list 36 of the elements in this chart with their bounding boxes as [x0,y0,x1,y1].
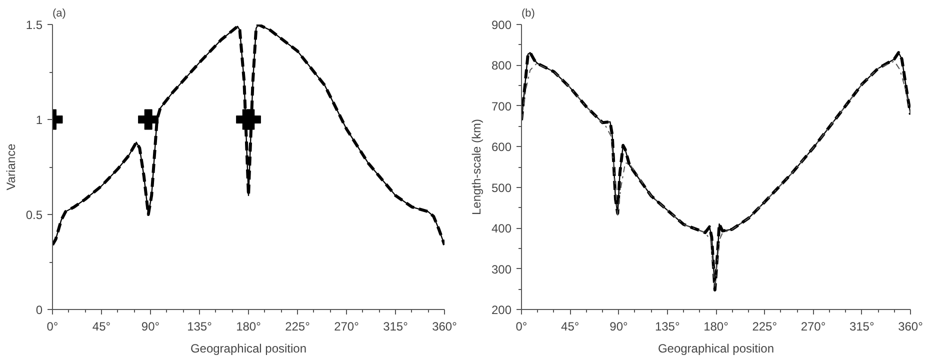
x-tick-label: 180° [236,320,262,334]
x-tick-label: 360° [432,320,458,334]
x-tick-label: 360° [898,320,924,334]
x-tick-label: 135° [187,320,212,334]
x-tick-label: 0° [46,320,58,334]
x-tick-label: 270° [800,320,826,334]
y-tick-label: 1.5 [26,18,43,32]
x-axis-title: Geographical position [658,342,774,356]
x-tick-label: 270° [334,320,360,334]
y-tick-label: 1 [36,113,43,127]
x-tick-label: 315° [383,320,408,334]
y-tick-label: 600 [491,140,512,154]
y-tick-label: 500 [491,180,512,195]
chart-title: (a) [52,8,66,20]
x-tick-label: 225° [752,320,778,334]
x-tick-label: 45° [561,320,580,334]
x-tick-label: 180° [704,320,729,334]
x-tick-label: 0° [516,320,528,334]
y-tick-label: 900 [491,18,512,32]
y-tick-label: 700 [491,99,512,114]
chart-title: (b) [522,8,535,20]
y-axis-title: Length-scale (km) [469,118,484,216]
y-tick-label: 200 [491,303,512,317]
y-tick-label: 400 [491,222,512,236]
y-tick-label: 300 [491,262,512,276]
x-tick-label: 315° [849,320,874,334]
y-tick-label: 800 [491,58,512,73]
x-tick-label: 90° [141,320,160,334]
x-tick-label: 90° [610,320,628,334]
x-tick-label: 135° [654,320,680,334]
y-tick-label: 0 [36,303,43,317]
y-axis-title: Variance [4,143,18,190]
x-axis-title: Geographical position [190,342,307,356]
y-tick-label: 0.5 [26,208,43,222]
x-tick-label: 45° [92,320,111,334]
x-tick-label: 225° [285,320,310,334]
